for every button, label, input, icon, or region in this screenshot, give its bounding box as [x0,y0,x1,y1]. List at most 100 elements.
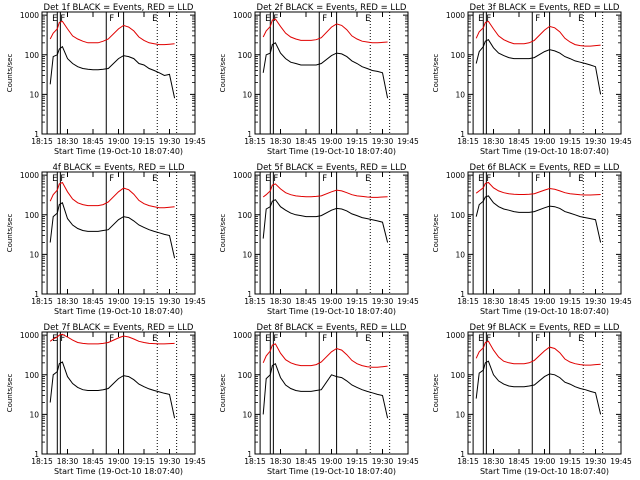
x-tick-label: 19:45 [184,137,206,146]
interval-flag: E [365,174,370,184]
y-tick-label: 100 [238,211,253,220]
x-tick-label: 19:45 [397,137,419,146]
x-tick-label: 19:15 [559,457,581,466]
y-tick-label: 1000 [20,11,39,20]
y-tick-label: 100 [25,371,40,380]
x-tick-label: 18:15 [457,137,479,146]
y-tick-label: 1 [34,290,39,299]
interval-flag: F [322,14,327,24]
x-tick-label: 18:15 [244,137,266,146]
interval-flag: F [322,174,327,184]
panel-title: Det 6f BLACK = Events, RED = LLD [470,163,620,173]
series-events-line [49,361,176,419]
x-tick-label: 19:15 [133,457,155,466]
x-tick-label: 18:15 [244,297,266,306]
interval-flag: E [578,14,583,24]
panel-title: Det 2f BLACK = Events, RED = LLD [257,3,407,13]
y-tick-label: 1 [460,130,465,139]
x-tick-label: 18:15 [31,137,53,146]
series-events-line [262,199,389,243]
x-tick-label: 18:30 [57,297,79,306]
panel-6: Det 6f BLACK = Events, RED = LLD Start Ti… [432,163,632,316]
x-tick-label: 19:15 [133,297,155,306]
x-tick-label: 19:45 [610,297,632,306]
plot-frame [41,331,196,455]
interval-flag: E [265,334,270,344]
x-tick-label: 19:30 [159,457,181,466]
y-axis-label: Counts/sec [432,214,440,253]
series-events-line [49,45,176,99]
x-tick-label: 19:45 [610,137,632,146]
panel-title: Det 7f BLACK = Events, RED = LLD [44,323,194,333]
panel-title: Det 8f BLACK = Events, RED = LLD [257,323,407,333]
x-tick-label: 19:30 [159,297,181,306]
y-tick-label: 1 [247,130,252,139]
panel-title: 4f BLACK = Events, RED = LLD [52,163,185,173]
y-tick-label: 1000 [446,171,465,180]
interval-flag: E [265,14,270,24]
panel-4: 4f BLACK = Events, RED = LLD Start Time (… [6,163,206,316]
interval-flag: E [478,334,483,344]
x-tick-label: 19:30 [585,297,607,306]
interval-flag: E [478,174,483,184]
y-tick-label: 10 [455,410,465,419]
series-lld-line [49,20,175,46]
x-tick-label: 19:30 [372,137,394,146]
x-tick-label: 19:00 [534,457,556,466]
y-tick-label: 1000 [233,171,252,180]
x-tick-label: 18:45 [508,137,530,146]
x-tick-label: 19:30 [372,457,394,466]
y-axis-label: Counts/sec [6,214,14,253]
interval-flag: E [578,174,583,184]
y-tick-label: 100 [25,51,40,60]
x-tick-label: 19:00 [108,137,130,146]
x-tick-label: 19:15 [133,137,155,146]
plot-frame [41,171,196,295]
x-tick-label: 18:30 [57,457,79,466]
panel-3: Det 3f BLACK = Events, RED = LLD Start Ti… [432,3,632,156]
plot-frame [254,331,409,455]
series-events-line [262,42,389,99]
x-tick-label: 19:15 [346,297,368,306]
y-tick-label: 10 [242,250,252,259]
x-tick-label: 18:45 [82,137,104,146]
panel-5: Det 5f BLACK = Events, RED = LLD Start Ti… [219,163,419,316]
y-tick-label: 10 [29,410,39,419]
y-axis-label: Counts/sec [432,54,440,93]
series-events-line [49,202,176,259]
y-tick-label: 10 [455,250,465,259]
interval-flag: F [60,174,65,184]
y-axis-label: Counts/sec [219,54,227,93]
series-events-line [475,39,602,95]
panel-8: Det 8f BLACK = Events, RED = LLD Start Ti… [219,323,419,476]
y-tick-label: 10 [29,90,39,99]
x-tick-label: 18:15 [31,297,53,306]
x-tick-label: 18:45 [295,137,317,146]
x-tick-label: 19:30 [159,137,181,146]
x-tick-label: 18:15 [457,457,479,466]
x-tick-label: 18:30 [270,137,292,146]
x-tick-label: 18:45 [295,457,317,466]
interval-flag: F [486,14,491,24]
y-axis-label: Counts/sec [219,214,227,253]
y-tick-label: 1 [34,450,39,459]
x-tick-label: 18:30 [483,297,505,306]
x-tick-label: 19:45 [610,457,632,466]
y-tick-label: 1 [34,130,39,139]
panel-2: Det 2f BLACK = Events, RED = LLD Start Ti… [219,3,419,156]
interval-flag: F [60,334,65,344]
interval-flag: F [273,334,278,344]
x-axis-label: Start Time (19-Oct-10 18:07:40) [480,467,609,476]
y-tick-label: 1000 [20,331,39,340]
x-tick-label: 19:45 [397,457,419,466]
interval-flag: F [535,174,540,184]
panel-title: Det 1f BLACK = Events, RED = LLD [44,3,194,13]
x-tick-label: 18:45 [508,457,530,466]
panel-9: Det 9f BLACK = Events, RED = LLD Start Ti… [432,323,632,476]
y-axis-label: Counts/sec [6,374,14,413]
interval-flag: F [60,14,65,24]
y-tick-label: 1 [247,450,252,459]
plot-frame [41,11,196,135]
series-events-line [475,360,602,415]
series-events-line [262,362,389,419]
